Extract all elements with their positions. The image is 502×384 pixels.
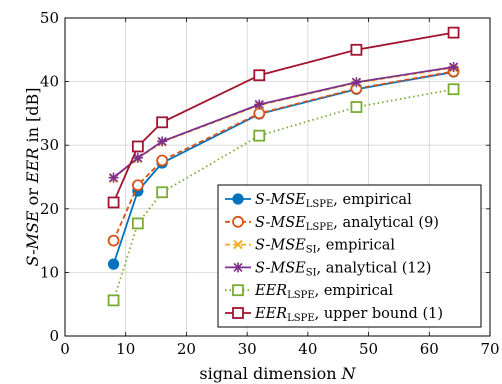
- series-line: [112, 70, 454, 241]
- data-point: [107, 294, 120, 307]
- series-6: [107, 26, 460, 209]
- data-point: [232, 215, 244, 228]
- series-group: [107, 26, 460, 307]
- x-tick-label: 70: [480, 340, 499, 358]
- x-tick-label: 30: [238, 340, 257, 358]
- data-point: [351, 77, 362, 88]
- y-tick-label: 30: [40, 136, 59, 154]
- legend-label: S-MSESI, analytical (12): [255, 260, 431, 278]
- legend-entry: EERLSPE, empirical: [225, 283, 393, 301]
- legend: S-MSELSPE, empirical S-MSELSPE, analytica…: [217, 184, 482, 328]
- legend-label: S-MSELSPE, analytical (9): [255, 215, 439, 233]
- legend-label: S-MSELSPE, empirical: [255, 192, 412, 210]
- legend-entry: EERLSPE, upper bound (1): [225, 306, 443, 324]
- data-point: [157, 136, 168, 147]
- y-tick-label: 40: [40, 73, 59, 91]
- data-point: [156, 116, 169, 129]
- data-point: [131, 217, 144, 230]
- data-point: [232, 193, 244, 205]
- legend-box: [217, 184, 482, 328]
- plot-frame: [64, 17, 491, 337]
- data-point: [233, 262, 243, 273]
- legend-entry: S-MSELSPE, empirical: [225, 192, 412, 210]
- data-point: [156, 154, 169, 167]
- data-point: [232, 284, 244, 297]
- data-point: [108, 172, 119, 183]
- legend-label: EERLSPE, empirical: [254, 283, 393, 301]
- series-4: [108, 61, 459, 183]
- legend-entry: S-MSESI, empirical: [225, 238, 395, 256]
- legend-label: EERLSPE, upper bound (1): [254, 306, 443, 324]
- y-tick-label: 10: [40, 263, 59, 281]
- x-tick-label: 60: [420, 340, 439, 358]
- data-point: [233, 239, 243, 250]
- series-line: [112, 71, 454, 265]
- x-tick-label: 0: [60, 340, 70, 358]
- data-point: [448, 61, 459, 72]
- data-point: [107, 234, 120, 247]
- series-line: [112, 31, 454, 203]
- data-point: [132, 152, 143, 163]
- data-point: [447, 26, 460, 39]
- x-axis-label: signal dimension N: [199, 364, 356, 383]
- data-point: [254, 99, 265, 110]
- axis-ticks: 0 10 20 30 40 50 60 70 0 10 20 30 40 50: [40, 9, 500, 358]
- series-5: [107, 83, 460, 307]
- data-point: [350, 43, 363, 56]
- data-point: [131, 140, 144, 153]
- data-point: [232, 307, 244, 319]
- x-tick-label: 50: [359, 340, 378, 358]
- x-tick-label: 10: [116, 340, 135, 358]
- y-tick-label: 20: [40, 200, 59, 218]
- x-tick-label: 20: [177, 340, 196, 358]
- y-axis-label: S-MSE or EER in [dB]: [23, 88, 42, 267]
- series-line: [112, 88, 454, 301]
- legend-entry: S-MSESI, analytical (12): [225, 260, 431, 278]
- data-point: [350, 101, 363, 113]
- y-tick-label: 0: [49, 327, 59, 345]
- data-point: [107, 196, 120, 209]
- data-point: [253, 129, 266, 142]
- legend-entry: S-MSELSPE, analytical (9): [225, 215, 439, 233]
- y-tick-label: 50: [40, 9, 59, 27]
- data-point: [253, 69, 266, 82]
- data-point: [131, 179, 144, 192]
- data-point: [253, 107, 266, 120]
- legend-label: S-MSESI, empirical: [255, 238, 395, 256]
- data-point: [156, 186, 169, 199]
- data-point: [107, 258, 120, 270]
- x-tick-label: 40: [298, 340, 317, 358]
- data-point: [447, 83, 460, 96]
